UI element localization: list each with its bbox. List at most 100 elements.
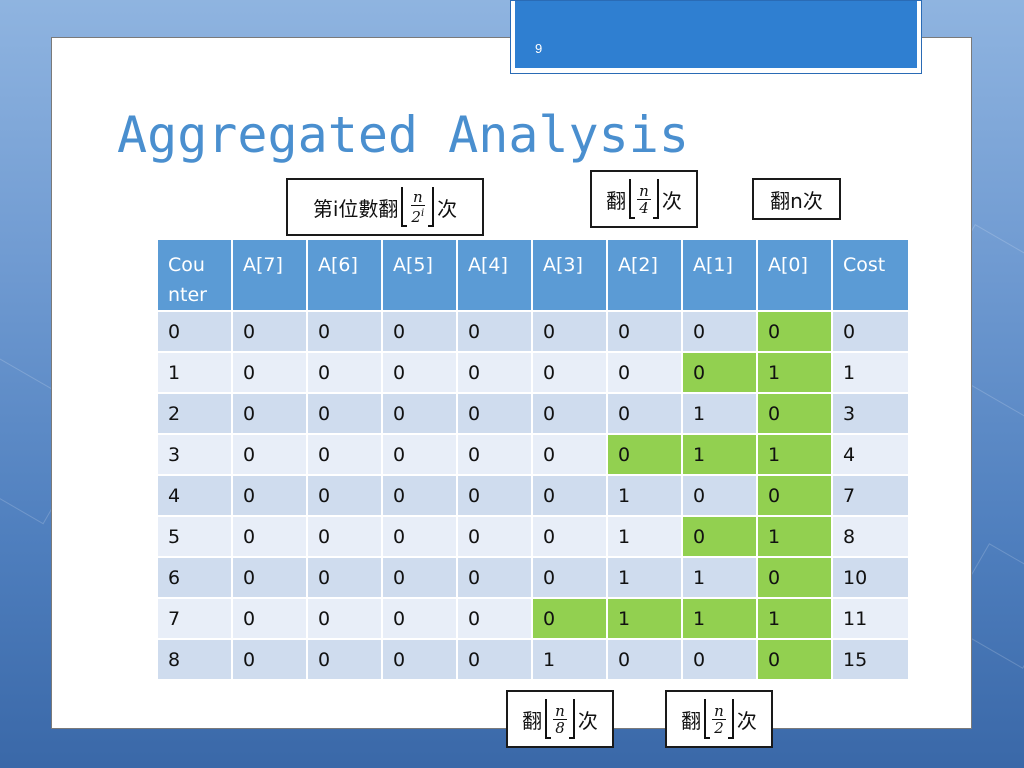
label-suffix: 次	[661, 188, 682, 213]
counter-cell: 3	[156, 433, 233, 476]
bit-cell: 0	[456, 515, 533, 558]
fraction: n 8	[551, 703, 569, 736]
bit-cell: 0	[306, 433, 383, 476]
floor-left-bracket	[401, 187, 408, 227]
bit-cell: 0	[306, 392, 383, 435]
bit-cell: 0	[231, 556, 308, 599]
bit-cell: 0	[531, 515, 608, 558]
bit-cell: 0	[456, 433, 533, 476]
label-prefix: 翻	[681, 708, 702, 733]
bit-cell: 0	[381, 310, 458, 353]
bit-cell: 0	[756, 474, 833, 517]
label-suffix: 次	[437, 196, 458, 221]
column-header: A[2]	[606, 238, 683, 312]
bit-cell: 0	[531, 351, 608, 394]
counter-cell: 5	[156, 515, 233, 558]
counter-cell: 8	[156, 638, 233, 681]
bit-cell: 0	[381, 597, 458, 640]
bit-cell: 0	[681, 351, 758, 394]
bit-cell: 0	[231, 310, 308, 353]
bit-cell: 1	[756, 597, 833, 640]
table-row: 7 0 0 0 0 0 1 1 1 11	[156, 597, 910, 640]
bit-cell: 0	[756, 556, 833, 599]
label-text: 翻n次	[770, 188, 823, 213]
bit-cell: 0	[531, 433, 608, 476]
fraction-numerator: n	[553, 701, 567, 720]
column-header: A[5]	[381, 238, 458, 312]
cost-cell: 0	[831, 310, 910, 353]
floor-right-bracket	[727, 699, 734, 739]
bit-cell: 0	[606, 351, 683, 394]
bit-cell: 0	[381, 638, 458, 681]
fraction: n 4	[635, 183, 653, 216]
label-n-over-2-flips: 翻 n 2 次	[665, 690, 773, 748]
bit-cell: 1	[681, 556, 758, 599]
binary-counter-table: Cou nter A[7] A[6] A[5] A[4] A[3] A[2] A[1] A[0]…	[156, 238, 910, 681]
fraction-numerator: n	[637, 181, 651, 200]
page-number: 9	[535, 41, 543, 56]
label-suffix: 次	[736, 708, 757, 733]
cost-cell: 15	[831, 638, 910, 681]
bit-cell: 0	[381, 351, 458, 394]
bit-cell: 0	[306, 351, 383, 394]
bit-cell: 1	[606, 597, 683, 640]
fraction: n 2i	[407, 189, 428, 225]
label-prefix: 翻	[522, 708, 543, 733]
bit-cell: 1	[681, 392, 758, 435]
bit-cell: 0	[606, 310, 683, 353]
bit-cell: 1	[756, 433, 833, 476]
bit-cell: 1	[681, 433, 758, 476]
fraction-numerator: n	[410, 188, 425, 206]
bit-cell: 0	[231, 474, 308, 517]
page-number-tab-fill: 9	[515, 1, 917, 68]
table-header-row: Cou nter A[7] A[6] A[5] A[4] A[3] A[2] A[1] A[0]…	[156, 238, 910, 312]
bit-cell: 0	[456, 597, 533, 640]
label-bit-i-flips: 第i位數翻 n 2i 次	[286, 178, 484, 236]
label-n-flips: 翻n次	[752, 178, 841, 220]
bit-cell: 0	[306, 638, 383, 681]
counter-cell: 6	[156, 556, 233, 599]
column-header: A[7]	[231, 238, 308, 312]
bit-cell: 1	[756, 351, 833, 394]
label-suffix: 次	[577, 708, 598, 733]
column-header: A[4]	[456, 238, 533, 312]
bit-cell: 0	[531, 310, 608, 353]
bit-cell: 0	[231, 515, 308, 558]
bit-cell: 0	[681, 310, 758, 353]
bit-cell: 0	[531, 597, 608, 640]
column-header: A[0]	[756, 238, 833, 312]
label-prefix: 第i位數翻	[312, 196, 399, 221]
cost-cell: 10	[831, 556, 910, 599]
bit-cell: 0	[756, 638, 833, 681]
fraction-numerator: n	[712, 701, 726, 720]
floor-right-bracket	[428, 187, 435, 227]
cost-cell: 4	[831, 433, 910, 476]
counter-cell: 2	[156, 392, 233, 435]
cost-cell: 7	[831, 474, 910, 517]
bit-cell: 0	[306, 310, 383, 353]
label-n-over-4-flips: 翻 n 4 次	[590, 170, 698, 228]
table-row: 6 0 0 0 0 0 1 1 0 10	[156, 556, 910, 599]
floor-fraction: n 2	[704, 699, 734, 739]
bit-cell: 0	[456, 638, 533, 681]
bit-cell: 1	[606, 474, 683, 517]
fraction-denominator: 2	[714, 718, 724, 737]
bit-cell: 0	[456, 310, 533, 353]
counter-cell: 0	[156, 310, 233, 353]
floor-fraction: n 2i	[401, 187, 435, 227]
bit-cell: 0	[606, 433, 683, 476]
counter-cell: 4	[156, 474, 233, 517]
column-header: A[6]	[306, 238, 383, 312]
bit-cell: 0	[381, 556, 458, 599]
bit-cell: 0	[531, 474, 608, 517]
denominator-base: 2	[411, 208, 421, 226]
cost-cell: 1	[831, 351, 910, 394]
bit-cell: 0	[456, 556, 533, 599]
floor-fraction: n 4	[629, 179, 659, 219]
